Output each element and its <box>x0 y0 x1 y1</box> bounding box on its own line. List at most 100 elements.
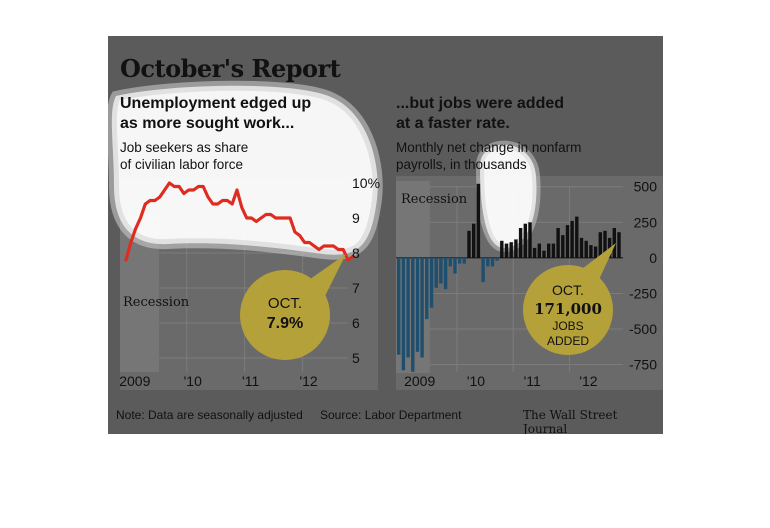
unemployment-point <box>342 248 345 251</box>
unemployment-point <box>236 189 238 191</box>
unemployment-point <box>308 241 311 244</box>
right-y-tick-label: -250 <box>629 285 657 301</box>
unemployment-point <box>139 217 142 219</box>
payroll-bar <box>593 246 598 258</box>
footer-source: Source: Labor Department <box>320 408 462 422</box>
left-subtitle-line2: of civilian labor force <box>120 157 244 172</box>
right-callout-added: ADDED <box>547 334 589 348</box>
payroll-bar <box>509 242 513 258</box>
footer-publisher: The Wall Street Journal <box>523 408 618 434</box>
payroll-bar <box>439 257 443 284</box>
right-x-tick-label: '10 <box>467 373 485 389</box>
unemployment-point <box>226 199 229 202</box>
right-callout-value: 171,000 <box>534 300 602 318</box>
right-callout-month: OCT. <box>552 282 584 298</box>
unemployment-point <box>245 217 248 219</box>
payroll-bar <box>453 257 457 274</box>
left-highlight-shape <box>108 80 383 260</box>
payroll-bar <box>397 257 401 355</box>
left-y-tick-label: 10% <box>352 175 380 191</box>
unemployment-point <box>202 185 205 188</box>
payroll-bar <box>467 230 471 258</box>
payroll-bar <box>518 228 523 258</box>
unemployment-point <box>327 245 330 247</box>
right-x-tick-label: 2009 <box>404 373 435 389</box>
left-callout-month: OCT. <box>268 295 302 312</box>
right-recession-label: Recession <box>401 192 468 207</box>
left-recession-label: Recession <box>123 295 190 310</box>
right-headline-line1: ...but jobs were added <box>396 95 565 112</box>
unemployment-point <box>351 255 354 258</box>
right-y-tick-label: -750 <box>629 357 657 373</box>
unemployment-point <box>134 227 137 230</box>
payroll-bar <box>495 257 499 261</box>
payroll-bar <box>598 232 602 258</box>
payroll-bar <box>575 216 579 258</box>
right-callout-circle <box>523 265 613 355</box>
unemployment-point <box>260 217 262 219</box>
right-x-tick-label: '11 <box>524 373 541 389</box>
left-callout-circle <box>240 270 330 360</box>
unemployment-point <box>255 220 258 223</box>
unemployment-point <box>284 217 287 219</box>
right-x-tick-label: '12 <box>579 373 597 389</box>
payroll-bar <box>406 257 410 358</box>
payroll-bar <box>504 243 509 258</box>
unemployment-point <box>265 213 267 216</box>
unemployment-point <box>221 199 224 202</box>
unemployment-point <box>240 206 243 209</box>
payroll-bar <box>589 245 593 258</box>
payroll-bar <box>579 237 584 258</box>
payroll-bar <box>411 257 415 372</box>
payroll-bar <box>584 240 588 258</box>
payroll-bar <box>617 232 621 258</box>
unemployment-point <box>187 189 190 191</box>
unemployment-point <box>337 248 340 251</box>
unemployment-point <box>294 231 296 233</box>
payroll-bar <box>472 223 476 258</box>
unemployment-point <box>149 199 151 202</box>
unemployment-point <box>144 203 147 205</box>
payroll-bar <box>457 257 462 264</box>
right-y-tick-label: -500 <box>629 321 657 337</box>
unemployment-point <box>332 245 335 247</box>
payroll-bar <box>481 257 485 283</box>
payroll-bar <box>542 250 546 258</box>
payroll-bar <box>603 230 607 258</box>
report-title: October's Report <box>120 54 341 83</box>
unemployment-point <box>231 203 234 205</box>
unemployment-point <box>274 217 277 219</box>
left-x-tick-label: '11 <box>242 373 259 389</box>
unemployment-point <box>173 185 176 188</box>
left-y-tick-label: 9 <box>352 210 360 226</box>
payroll-bar <box>420 257 424 358</box>
unemployment-line <box>124 181 355 262</box>
left-callout-value: 7.9% <box>267 315 303 332</box>
left-x-tick-label: 2009 <box>119 373 150 389</box>
payroll-bar <box>476 183 481 258</box>
payroll-bar <box>490 257 495 267</box>
right-y-tick-label: 500 <box>634 179 658 195</box>
payroll-bar <box>514 239 518 258</box>
unemployment-point <box>298 234 301 237</box>
unemployment-point <box>154 199 156 202</box>
unemployment-point <box>207 196 209 198</box>
unemployment-point <box>269 213 272 216</box>
right-highlight-shape <box>475 140 541 252</box>
unemployment-point <box>168 182 171 184</box>
payroll-bar <box>607 237 612 258</box>
unemployment-point <box>289 217 291 219</box>
unemployment-point <box>212 203 214 205</box>
unemployment-point <box>129 241 132 244</box>
unemployment-point <box>125 259 127 261</box>
unemployment-point <box>318 248 320 251</box>
left-x-tick-label: '10 <box>184 373 202 389</box>
payroll-bar <box>415 257 420 352</box>
charts-canvas: Recession 10% 9 8 7 6 5 2009 '10 '11 '12 OCT. 7.9%… <box>108 80 663 390</box>
unemployment-point <box>183 192 185 195</box>
payroll-bar <box>401 257 406 371</box>
payroll-bar <box>556 228 560 258</box>
payroll-bar <box>425 257 429 320</box>
unemployment-point <box>197 185 200 188</box>
payroll-bar <box>532 247 537 258</box>
